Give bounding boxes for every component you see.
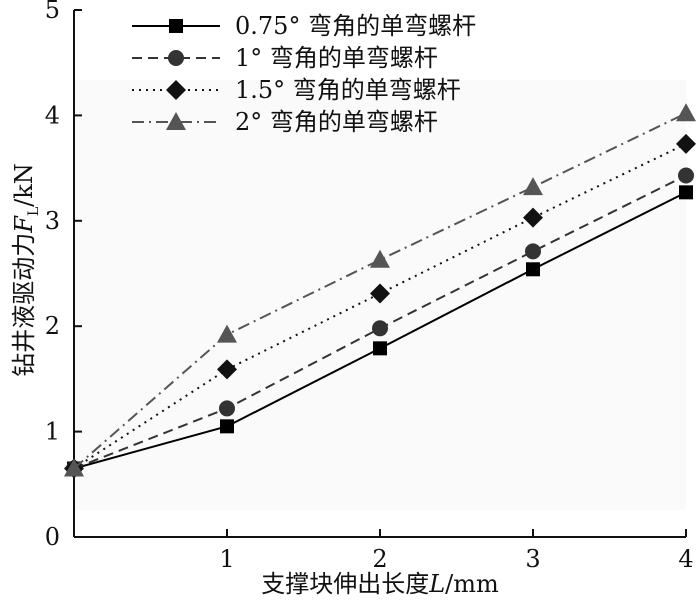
y-tick-label: 5 xyxy=(45,0,60,24)
data-point xyxy=(679,185,693,200)
legend: 0.75° 弯角的单弯螺杆 1° 弯角的单弯螺杆 1.5° 弯角的单弯螺杆 2° 弯角… xyxy=(132,12,476,136)
axes: 0 1 2 3 4 5 1 2 3 4 xyxy=(45,0,694,573)
y-tick-label: 3 xyxy=(45,207,60,235)
y-tick-label: 1 xyxy=(45,418,60,446)
legend-marker xyxy=(168,50,184,66)
data-point xyxy=(676,103,696,122)
data-point xyxy=(217,324,237,343)
data-point xyxy=(373,341,387,356)
data-point xyxy=(217,359,237,380)
x-tick-label: 3 xyxy=(525,545,540,573)
legend-item: 0.75° 弯角的单弯螺杆 xyxy=(132,12,476,40)
data-point xyxy=(678,167,694,184)
data-point xyxy=(64,458,84,477)
data-point xyxy=(372,320,388,337)
x-axis-title: 支撑块伸出长度L/mm xyxy=(261,570,499,598)
x-tick-label: 2 xyxy=(372,545,387,573)
data-point xyxy=(219,400,235,417)
x-tick-label: 4 xyxy=(678,545,693,573)
data-point xyxy=(525,243,541,260)
legend-marker xyxy=(166,112,186,130)
y-tick-label: 4 xyxy=(45,101,60,129)
legend-label: 2° 弯角的单弯螺杆 xyxy=(235,108,438,136)
y-tick-label: 2 xyxy=(45,312,60,340)
data-point xyxy=(676,133,696,154)
data-point xyxy=(220,419,234,434)
legend-marker xyxy=(169,19,183,33)
y-tick-label: 0 xyxy=(45,523,60,551)
data-point xyxy=(370,283,390,304)
legend-item: 2° 弯角的单弯螺杆 xyxy=(132,108,438,136)
x-tick-label: 1 xyxy=(219,545,234,573)
legend-item: 1.5° 弯角的单弯螺杆 xyxy=(132,76,461,104)
data-point xyxy=(523,177,543,196)
series-triangle xyxy=(64,103,696,477)
data-point xyxy=(370,249,390,268)
legend-item: 1° 弯角的单弯螺杆 xyxy=(132,44,438,72)
legend-label: 0.75° 弯角的单弯螺杆 xyxy=(235,12,476,40)
legend-marker xyxy=(166,80,186,100)
legend-label: 1.5° 弯角的单弯螺杆 xyxy=(235,76,461,104)
legend-label: 1° 弯角的单弯螺杆 xyxy=(235,44,438,72)
y-axis-title: 钻井液驱动力FL/kN xyxy=(10,163,42,377)
series-layer xyxy=(64,103,696,479)
data-point xyxy=(526,262,540,277)
data-point xyxy=(523,207,543,228)
